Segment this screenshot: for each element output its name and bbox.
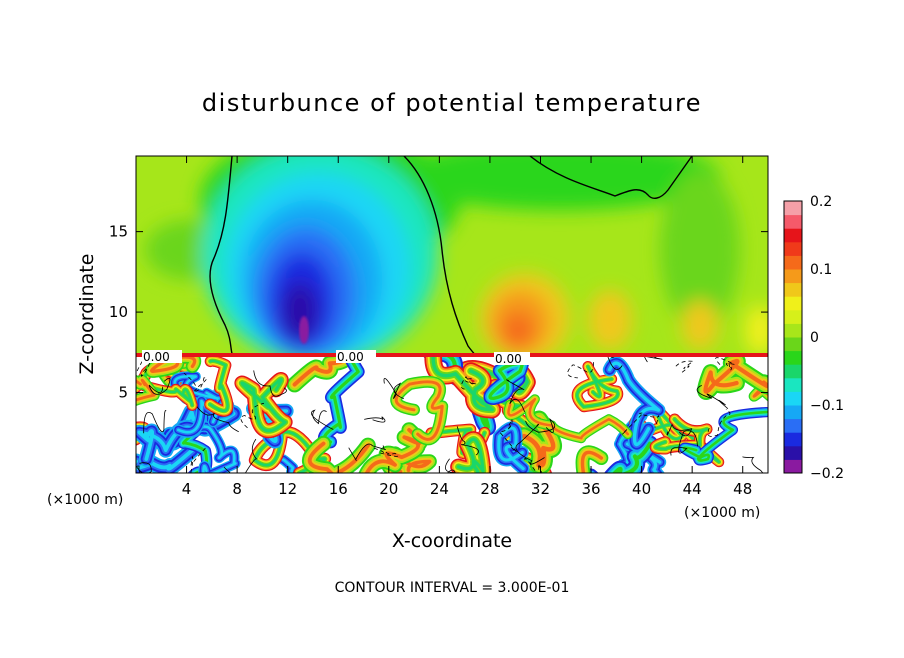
plot-frame (135, 155, 769, 474)
colorbar: 0.2 0.1 0 −0.1 −0.2 (783, 194, 844, 482)
x-tick-label: 40 (632, 480, 651, 498)
x-unit-label-right: (×1000 m) (684, 505, 760, 521)
colorbar-swatch (784, 201, 802, 216)
upper-field (136, 156, 768, 358)
colorbar-swatch (784, 350, 802, 365)
x-tick-label: 4 (182, 480, 192, 498)
colorbar-swatch (784, 269, 802, 284)
colorbar-swatch (784, 241, 802, 256)
colorbar-frame (783, 200, 803, 474)
x-tick-label: 24 (430, 480, 449, 498)
contour-label: 0.00 (337, 350, 364, 364)
x-tick-label: 8 (232, 480, 242, 498)
colorbar-swatch (784, 391, 802, 406)
x-tick-label: 28 (480, 480, 499, 498)
x-axis-label: X-coordinate (392, 530, 512, 552)
colorbar-swatch (784, 323, 802, 338)
y-tick-label: 5 (118, 384, 128, 402)
x-tick-label: 48 (733, 480, 752, 498)
colorbar-swatch (784, 405, 802, 420)
lower-field (136, 357, 768, 473)
colorbar-tick-label: 0.1 (810, 262, 832, 278)
colorbar-swatch (784, 296, 802, 311)
colorbar-swatch (784, 445, 802, 460)
interface-band (136, 353, 768, 358)
contour-interval-note: CONTOUR INTERVAL = 3.000E-01 (335, 580, 570, 596)
x-tick-label: 16 (329, 480, 348, 498)
y-tick-label: 15 (109, 223, 128, 241)
colorbar-swatch (784, 282, 802, 297)
colorbar-swatch (784, 432, 802, 447)
x-tick-label: 12 (278, 480, 297, 498)
y-axis-label: Z-coordinate (76, 254, 98, 375)
x-tick-label: 32 (531, 480, 550, 498)
colorbar-tick-label: −0.1 (810, 398, 844, 414)
colorbar-swatch (784, 214, 802, 229)
colorbar-swatch (784, 309, 802, 324)
contour-labels: 0.00 0.00 0.00 (142, 350, 530, 366)
colorbar-tick-label: −0.2 (810, 466, 844, 482)
colorbar-swatch (784, 364, 802, 379)
colorbar-swatch (784, 459, 802, 474)
x-unit-label-left: (×1000 m) (47, 492, 123, 508)
x-tick-label: 44 (683, 480, 702, 498)
x-tick-label: 36 (581, 480, 600, 498)
x-axis: 4 8 12 16 20 24 28 32 36 40 44 48 (182, 156, 752, 498)
colorbar-swatch (784, 228, 802, 243)
contour-label: 0.00 (143, 350, 170, 364)
colorbar-swatch (784, 255, 802, 270)
y-tick-label: 10 (109, 303, 128, 321)
x-tick-label: 20 (379, 480, 398, 498)
y-axis: 5 10 15 (109, 223, 768, 402)
colorbar-tick-label: 0 (810, 330, 819, 346)
colorbar-swatch (784, 377, 802, 392)
colorbar-swatch (784, 418, 802, 433)
colorbar-tick-label: 0.2 (810, 194, 832, 210)
contour-label: 0.00 (495, 352, 522, 366)
colorbar-swatch (784, 337, 802, 352)
chart-title: disturbunce of potential temperature (202, 89, 702, 117)
